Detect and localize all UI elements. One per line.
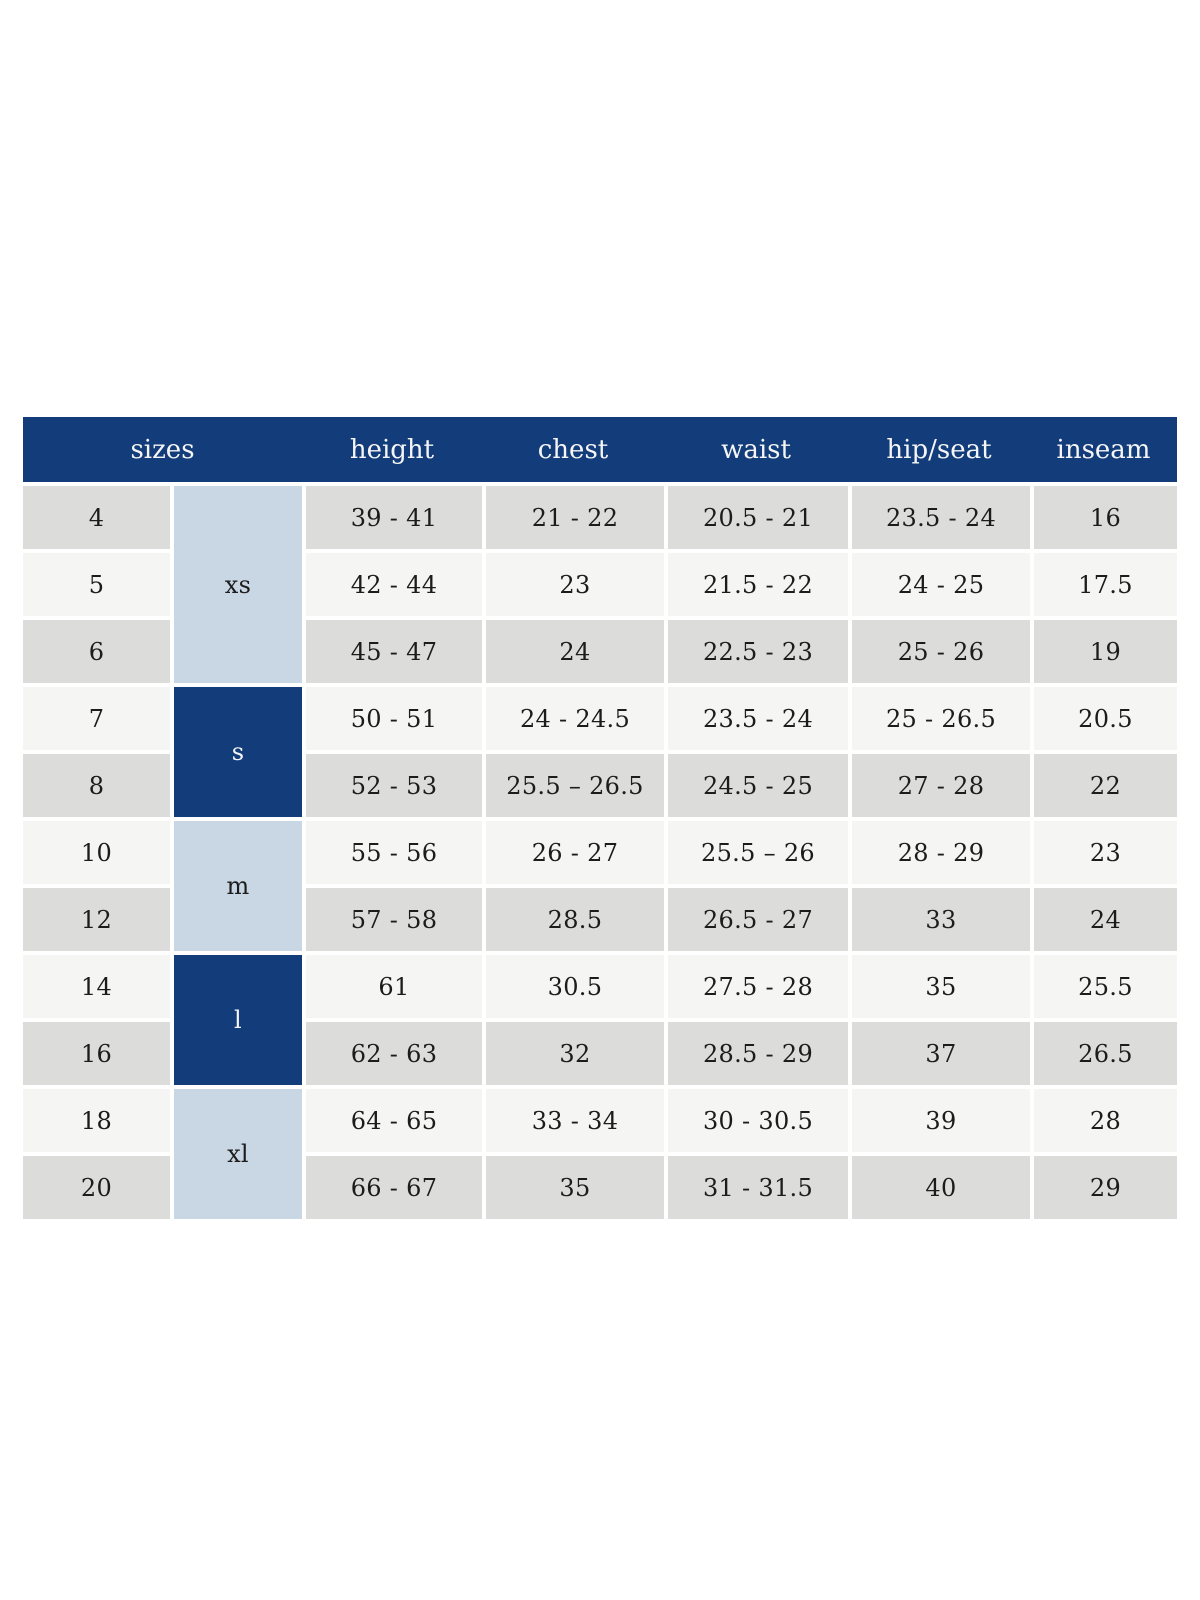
size-cell: 5	[23, 549, 170, 616]
hip-seat-cell: 39	[848, 1085, 1030, 1152]
col-header-sizes: sizes	[23, 417, 302, 482]
chest-cell: 26 - 27	[482, 817, 664, 884]
size-cell: 10	[23, 817, 170, 884]
table-row-size-12: 12 57 - 58 28.5 26.5 - 27 33 24	[23, 884, 1177, 951]
waist-cell: 22.5 - 23	[664, 616, 848, 683]
waist-cell: 21.5 - 22	[664, 549, 848, 616]
table-row-size-7: 7 s 50 - 51 24 - 24.5 23.5 - 24 25 - 26.…	[23, 683, 1177, 817]
waist-cell: 20.5 - 21	[664, 482, 848, 549]
table-row-size-10: 10 m 55 - 56 26 - 27 25.5 – 26 28 - 29 2…	[23, 817, 1177, 951]
inseam-cell: 25.5	[1030, 951, 1177, 1018]
waist-cell: 31 - 31.5	[664, 1152, 848, 1219]
hip-seat-cell: 33	[848, 884, 1030, 951]
col-header-inseam: inseam	[1030, 417, 1177, 482]
hip-seat-cell: 27 - 28	[848, 750, 1030, 817]
chest-cell: 32	[482, 1018, 664, 1085]
table-row-size-18: 18 xl 64 - 65 33 - 34 30 - 30.5 39 28	[23, 1085, 1177, 1219]
size-cell: 18	[23, 1085, 170, 1152]
size-cell: 14	[23, 951, 170, 1018]
inseam-cell: 19	[1030, 616, 1177, 683]
waist-cell: 26.5 - 27	[664, 884, 848, 951]
col-header-chest: chest	[482, 417, 664, 482]
hip-seat-cell: 24 - 25	[848, 549, 1030, 616]
inseam-cell: 24	[1030, 884, 1177, 951]
size-cell: 4	[23, 482, 170, 549]
height-cell: 62 - 63	[302, 1018, 482, 1085]
table-row-size-4: 4 xs 39 - 41 21 - 22 20.5 - 21 23.5 - 24…	[23, 482, 1177, 683]
size-cell: 12	[23, 884, 170, 951]
height-cell: 45 - 47	[302, 616, 482, 683]
size-cell: 6	[23, 616, 170, 683]
col-header-hip-seat: hip/seat	[848, 417, 1030, 482]
chest-cell: 33 - 34	[482, 1085, 664, 1152]
size-chart-table: sizes height chest waist hip/seat inseam…	[23, 417, 1177, 1219]
inseam-cell: 28	[1030, 1085, 1177, 1152]
waist-cell: 28.5 - 29	[664, 1018, 848, 1085]
hip-seat-cell: 25 - 26.5	[848, 683, 1030, 750]
hip-seat-cell: 37	[848, 1018, 1030, 1085]
height-cell: 39 - 41	[302, 482, 482, 549]
header-row: sizes height chest waist hip/seat inseam	[23, 417, 1177, 482]
table-row-size-20: 20 66 - 67 35 31 - 31.5 40 29	[23, 1152, 1177, 1219]
table-row-size-5: 5 42 - 44 23 21.5 - 22 24 - 25 17.5	[23, 549, 1177, 616]
size-cell: 20	[23, 1152, 170, 1219]
chest-cell: 24	[482, 616, 664, 683]
height-cell: 55 - 56	[302, 817, 482, 884]
hip-seat-cell: 35	[848, 951, 1030, 1018]
waist-cell: 23.5 - 24	[664, 683, 848, 750]
chest-cell: 30.5	[482, 951, 664, 1018]
col-header-height: height	[302, 417, 482, 482]
chest-cell: 28.5	[482, 884, 664, 951]
inseam-cell: 20.5	[1030, 683, 1177, 750]
hip-seat-cell: 23.5 - 24	[848, 482, 1030, 549]
waist-cell: 25.5 – 26	[664, 817, 848, 884]
size-group-cell-xl: xl	[170, 1085, 302, 1219]
col-header-waist: waist	[664, 417, 848, 482]
size-group-cell-l: l	[170, 951, 302, 1085]
inseam-cell: 16	[1030, 482, 1177, 549]
waist-cell: 24.5 - 25	[664, 750, 848, 817]
hip-seat-cell: 25 - 26	[848, 616, 1030, 683]
inseam-cell: 29	[1030, 1152, 1177, 1219]
inseam-cell: 26.5	[1030, 1018, 1177, 1085]
height-cell: 61	[302, 951, 482, 1018]
waist-cell: 30 - 30.5	[664, 1085, 848, 1152]
table-row-size-16: 16 62 - 63 32 28.5 - 29 37 26.5	[23, 1018, 1177, 1085]
hip-seat-cell: 28 - 29	[848, 817, 1030, 884]
inseam-cell: 17.5	[1030, 549, 1177, 616]
height-cell: 52 - 53	[302, 750, 482, 817]
chest-cell: 25.5 – 26.5	[482, 750, 664, 817]
size-group-cell-s: s	[170, 683, 302, 817]
size-chart: sizes height chest waist hip/seat inseam…	[23, 417, 1177, 1219]
waist-cell: 27.5 - 28	[664, 951, 848, 1018]
height-cell: 64 - 65	[302, 1085, 482, 1152]
table-row-size-14: 14 l 61 30.5 27.5 - 28 35 25.5	[23, 951, 1177, 1085]
size-group-cell-xs: xs	[170, 482, 302, 683]
size-cell: 8	[23, 750, 170, 817]
table-row-size-6: 6 45 - 47 24 22.5 - 23 25 - 26 19	[23, 616, 1177, 683]
size-cell: 7	[23, 683, 170, 750]
size-group-cell-m: m	[170, 817, 302, 951]
height-cell: 42 - 44	[302, 549, 482, 616]
size-cell: 16	[23, 1018, 170, 1085]
chest-cell: 24 - 24.5	[482, 683, 664, 750]
chest-cell: 21 - 22	[482, 482, 664, 549]
chest-cell: 35	[482, 1152, 664, 1219]
inseam-cell: 23	[1030, 817, 1177, 884]
height-cell: 50 - 51	[302, 683, 482, 750]
chest-cell: 23	[482, 549, 664, 616]
height-cell: 57 - 58	[302, 884, 482, 951]
height-cell: 66 - 67	[302, 1152, 482, 1219]
hip-seat-cell: 40	[848, 1152, 1030, 1219]
inseam-cell: 22	[1030, 750, 1177, 817]
table-row-size-8: 8 52 - 53 25.5 – 26.5 24.5 - 25 27 - 28 …	[23, 750, 1177, 817]
